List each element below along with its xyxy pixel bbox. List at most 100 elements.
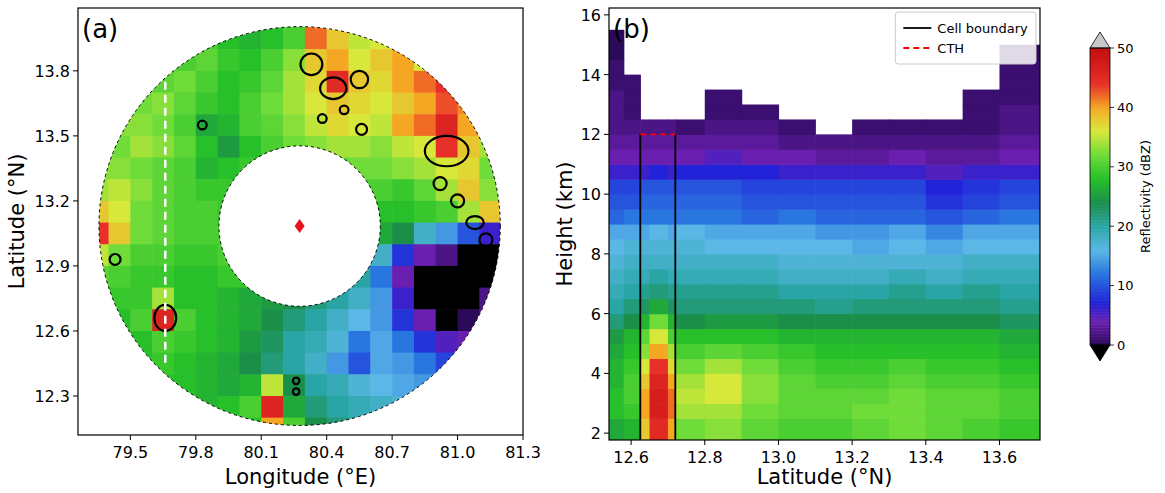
reflectivity-cell — [370, 28, 392, 50]
reflectivity-cell — [999, 329, 1040, 345]
reflectivity-cell — [889, 209, 926, 225]
y-tick-label: 12.9 — [34, 257, 70, 276]
x-tick — [925, 440, 926, 445]
reflectivity-cell — [239, 71, 261, 93]
reflectivity-cell — [852, 179, 889, 195]
reflectivity-cell — [392, 266, 414, 288]
colorbar-segment — [1090, 179, 1110, 182]
colorbar-segment — [1090, 205, 1110, 208]
reflectivity-cell — [130, 266, 152, 288]
reflectivity-cell — [174, 93, 196, 115]
colorbar-tick-label: 10 — [1117, 278, 1134, 293]
reflectivity-cell — [624, 358, 641, 374]
panel-letter: (b) — [613, 14, 650, 44]
reflectivity-cell — [815, 388, 852, 404]
reflectivity-cell — [479, 136, 501, 158]
reflectivity-cell — [261, 136, 283, 158]
reflectivity-cell — [348, 114, 370, 136]
reflectivity-cell — [218, 28, 240, 50]
reflectivity-cell — [239, 93, 261, 115]
reflectivity-cell — [436, 223, 458, 245]
reflectivity-cell — [196, 93, 218, 115]
reflectivity-cell — [152, 266, 174, 288]
reflectivity-cell — [705, 149, 742, 165]
reflectivity-cell — [926, 373, 963, 389]
reflectivity-cell — [650, 254, 669, 270]
reflectivity-cell — [174, 331, 196, 353]
reflectivity-cell — [926, 119, 963, 135]
reflectivity-cell — [196, 309, 218, 331]
reflectivity-cell — [458, 201, 480, 223]
cell-boundary — [479, 233, 492, 246]
reflectivity-cell — [742, 358, 779, 374]
reflectivity-cell — [778, 344, 815, 360]
reflectivity-cell — [675, 239, 705, 255]
cell-boundary-line — [674, 134, 676, 440]
reflectivity-cell — [609, 344, 624, 360]
colorbar-segment — [1090, 271, 1110, 274]
reflectivity-cell — [675, 329, 705, 345]
reflectivity-cell — [640, 358, 650, 374]
reflectivity-cell — [705, 179, 742, 195]
reflectivity-cell — [889, 119, 926, 135]
reflectivity-cell — [963, 194, 1000, 210]
reflectivity-cell — [109, 201, 131, 223]
reflectivity-cell — [109, 179, 131, 201]
reflectivity-cell — [152, 353, 174, 375]
reflectivity-cell — [742, 344, 779, 360]
colorbar-segment — [1090, 66, 1110, 69]
reflectivity-cell — [852, 388, 889, 404]
x-tick-label: 80.4 — [309, 443, 345, 462]
reflectivity-cell — [196, 374, 218, 396]
reflectivity-cell — [640, 134, 650, 150]
reflectivity-cell — [999, 344, 1040, 360]
y-tick-label: 14 — [581, 66, 601, 85]
reflectivity-cell — [926, 299, 963, 315]
y-tick-label: 12 — [581, 125, 601, 144]
reflectivity-cell — [852, 224, 889, 240]
reflectivity-cell — [650, 418, 669, 440]
reflectivity-cell — [640, 344, 650, 360]
reflectivity-cell — [742, 254, 779, 270]
legend-label: CTH — [937, 41, 964, 56]
reflectivity-cell — [218, 93, 240, 115]
reflectivity-cell — [624, 314, 641, 330]
reflectivity-cell — [348, 331, 370, 353]
panel-letter: (a) — [82, 14, 118, 44]
y-tick — [604, 313, 609, 314]
reflectivity-cell — [650, 329, 669, 345]
reflectivity-cell — [130, 201, 152, 223]
y-axis-title: Latitude (°N) — [5, 154, 29, 290]
reflectivity-cell — [926, 164, 963, 180]
colorbar-segment — [1090, 318, 1110, 321]
reflectivity-cell — [815, 164, 852, 180]
colorbar-segment — [1090, 57, 1110, 60]
reflectivity-cell — [87, 158, 109, 180]
reflectivity-cell — [742, 388, 779, 404]
reflectivity-cell — [675, 224, 705, 240]
reflectivity-cell — [130, 114, 152, 136]
reflectivity-cell — [742, 164, 779, 180]
x-tick-label: 79.8 — [178, 443, 214, 462]
cell-boundary — [198, 121, 207, 130]
colorbar-segment — [1090, 312, 1110, 315]
reflectivity-cell — [609, 388, 624, 404]
reflectivity-cell — [218, 223, 240, 245]
colorbar-segment — [1090, 75, 1110, 78]
reflectivity-cell — [130, 179, 152, 201]
reflectivity-cell — [348, 71, 370, 93]
reflectivity-cell — [705, 209, 742, 225]
reflectivity-cell — [436, 201, 458, 223]
reflectivity-cell — [370, 71, 392, 93]
reflectivity-cell — [609, 314, 624, 330]
reflectivity-cell — [640, 403, 650, 419]
cell-boundary — [466, 216, 483, 229]
reflectivity-cell — [705, 104, 742, 120]
reflectivity-cell — [705, 388, 742, 404]
reflectivity-cell — [261, 353, 283, 375]
reflectivity-cell — [963, 149, 1000, 165]
reflectivity-cell — [650, 388, 669, 404]
colorbar-range — [1084, 48, 1085, 345]
reflectivity-cell — [640, 314, 650, 330]
reflectivity-cell — [852, 329, 889, 345]
